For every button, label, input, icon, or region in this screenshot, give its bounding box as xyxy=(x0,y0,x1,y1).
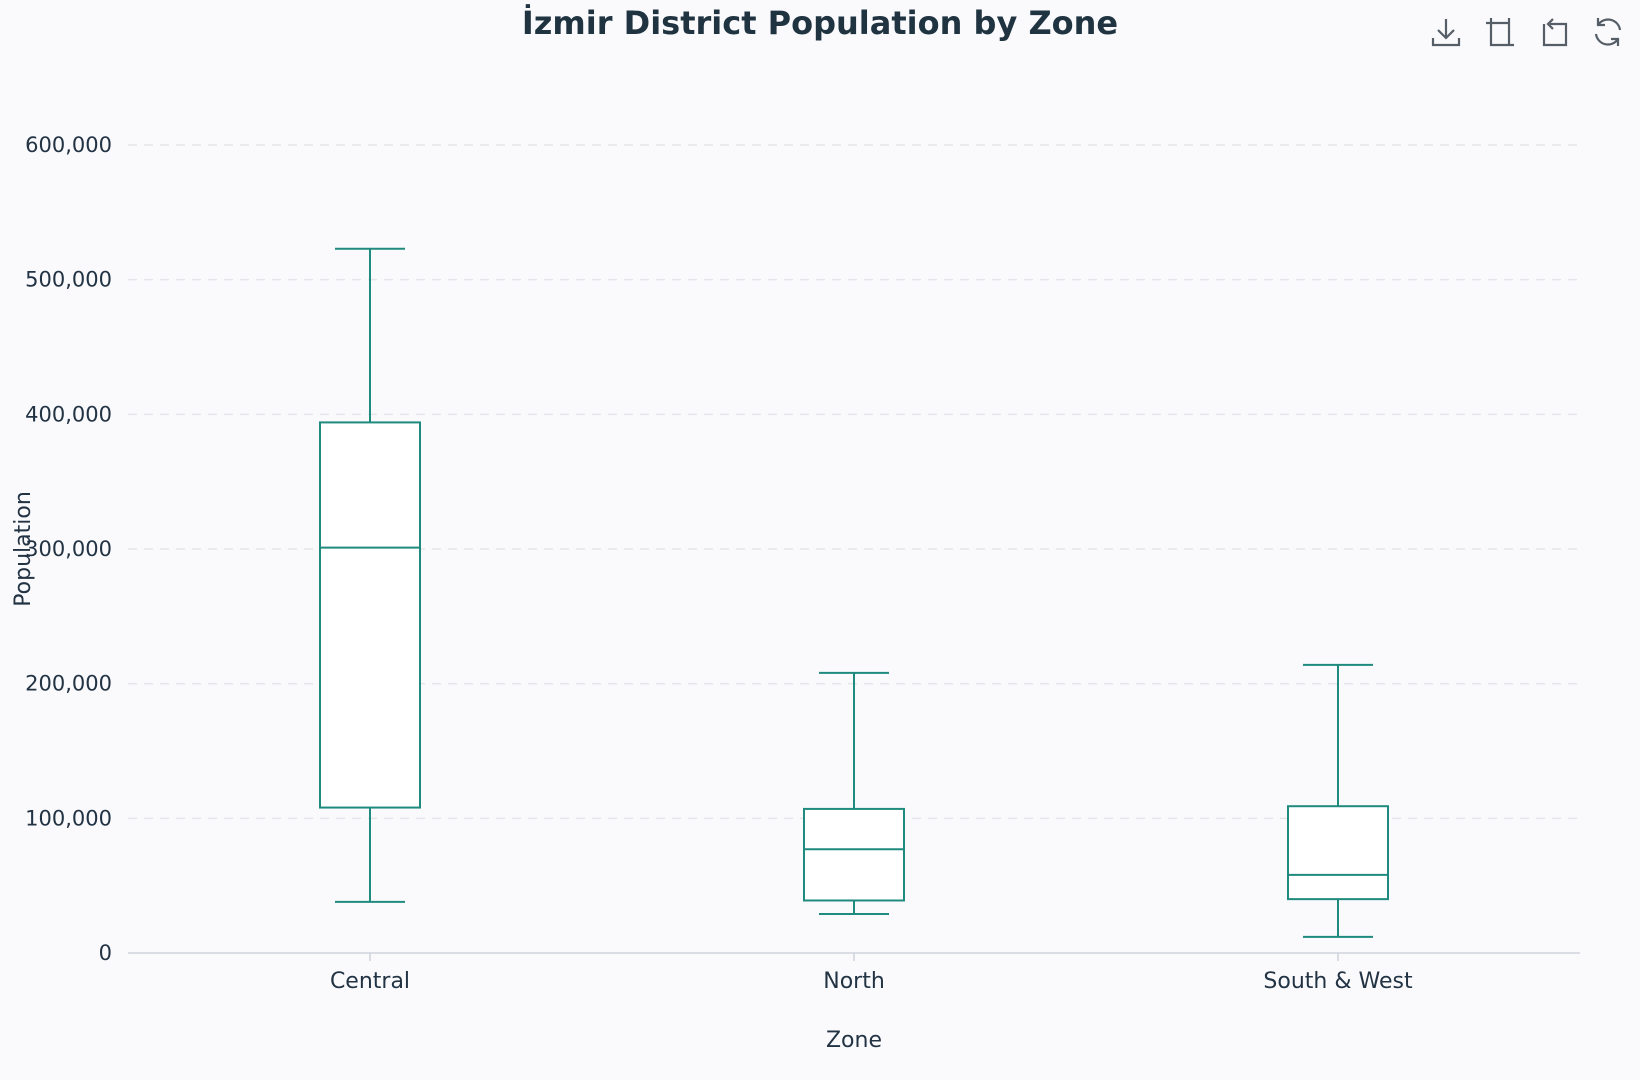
iqr-box xyxy=(319,421,421,809)
axes: 0 100,000 200,000 300,000 400,000 500,000 600,… xyxy=(25,133,1580,994)
x-tick-label: Central xyxy=(330,969,410,994)
iqr-box xyxy=(803,807,905,902)
iqr-box xyxy=(1287,805,1389,901)
box-north xyxy=(803,671,905,915)
y-tick-label: 300,000 xyxy=(25,537,112,561)
y-tick-label: 500,000 xyxy=(25,268,112,292)
x-tick-label: North xyxy=(823,969,885,994)
y-tick-label: 200,000 xyxy=(25,672,112,696)
box-south-west xyxy=(1287,663,1389,938)
y-tick-label: 100,000 xyxy=(25,806,112,830)
y-tick-label: 600,000 xyxy=(25,133,112,157)
box-series xyxy=(319,247,1389,938)
x-tick-label: South & West xyxy=(1263,969,1413,994)
chart-toolbar xyxy=(1428,14,1626,50)
y-tick-label: 400,000 xyxy=(25,402,112,426)
chart-title: İzmir District Population by Zone xyxy=(521,4,1119,42)
download-icon[interactable] xyxy=(1428,14,1464,50)
zoom-select-icon[interactable] xyxy=(1482,14,1518,50)
y-tick-label: 0 xyxy=(99,941,112,965)
box-central xyxy=(319,247,421,903)
y-axis-title: Population xyxy=(11,491,36,607)
restore-icon[interactable] xyxy=(1590,14,1626,50)
x-axis-title: Zone xyxy=(826,1028,882,1053)
zoom-reset-icon[interactable] xyxy=(1536,14,1572,50)
